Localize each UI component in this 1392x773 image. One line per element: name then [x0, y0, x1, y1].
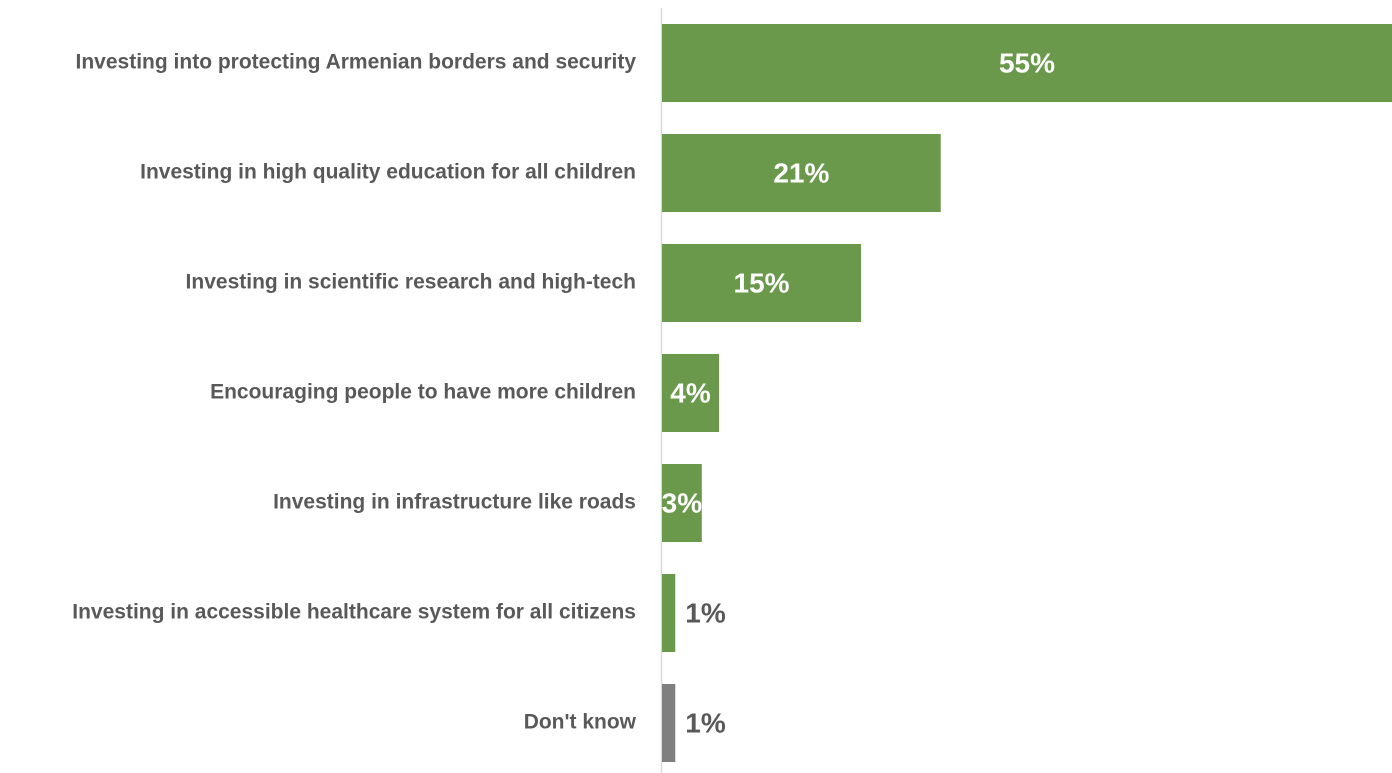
bar-7	[662, 684, 676, 762]
bar-3	[662, 244, 862, 322]
category-label-3: Investing in scientific research and hig…	[186, 271, 636, 294]
value-label-3: 15%	[734, 267, 790, 298]
value-label-7: 1%	[685, 707, 726, 738]
bar-4	[662, 354, 719, 432]
value-label-1: 55%	[999, 47, 1055, 78]
value-label-4: 4%	[670, 377, 711, 408]
value-label-6: 1%	[685, 597, 726, 628]
value-label-5: 3%	[662, 487, 703, 518]
category-label-2: Investing in high quality education for …	[140, 161, 636, 184]
bar-6	[662, 574, 676, 652]
category-label-6: Investing in accessible healthcare syste…	[72, 601, 636, 624]
value-label-2: 21%	[773, 157, 829, 188]
category-label-4: Encouraging people to have more children	[210, 381, 636, 404]
category-label-7: Don't know	[524, 711, 637, 734]
bar-1	[662, 24, 1392, 102]
bar-5	[662, 464, 702, 542]
category-label-5: Investing in infrastructure like roads	[273, 491, 636, 514]
category-label-1: Investing into protecting Armenian borde…	[76, 51, 637, 74]
bar-2	[662, 134, 941, 212]
